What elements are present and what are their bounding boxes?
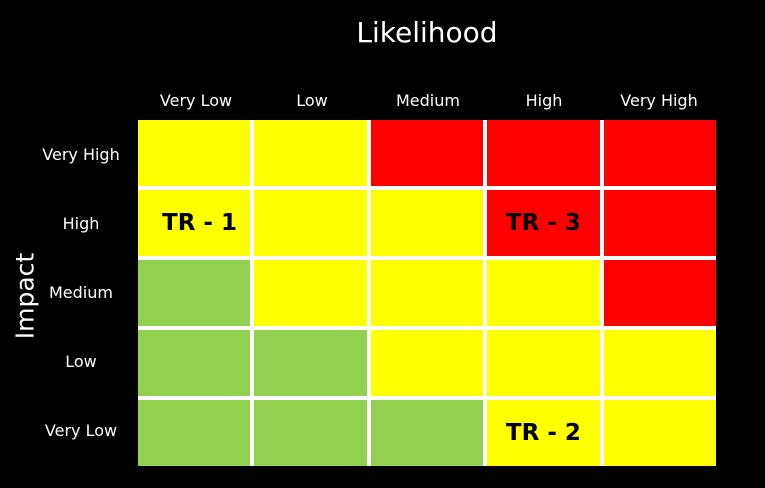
risk-cell (370, 190, 484, 256)
risk-cell (138, 330, 251, 396)
risk-cell (603, 260, 716, 326)
risk-cell (487, 260, 600, 326)
risk-cell (254, 120, 367, 186)
column-header-low: Low (296, 91, 328, 110)
risk-cell (254, 260, 367, 326)
risk-cell (254, 190, 367, 256)
risk-item-label: TR - 1 (162, 210, 237, 236)
risk-cell (138, 120, 251, 186)
column-header-high: High (525, 91, 563, 110)
risk-item-label: TR - 3 (505, 210, 581, 236)
risk-cell (370, 400, 484, 466)
risk-cell (370, 260, 484, 326)
risk-cell (370, 120, 484, 186)
row-header-high: High (62, 214, 100, 233)
risk-cell: TR - 2 (487, 400, 600, 466)
risk-cell (603, 190, 716, 256)
risk-cell (138, 400, 251, 466)
column-header-very-high: Very High (620, 91, 698, 110)
row-header-very-high: Very High (42, 145, 120, 164)
risk-cell (254, 330, 367, 396)
risk-cell: TR - 1 (138, 190, 251, 256)
column-header-very-low: Very Low (159, 91, 233, 110)
likelihood-axis-title: Likelihood (356, 16, 498, 49)
risk-cell (254, 400, 367, 466)
risk-cell (370, 330, 484, 396)
impact-row-headers: Very High High Medium Low Very Low (24, 120, 138, 466)
risk-item-label: TR - 2 (505, 420, 581, 446)
risk-matrix-grid: TR - 1 TR - 3 TR - 2 (138, 120, 716, 466)
risk-cell (138, 260, 251, 326)
likelihood-column-headers: Very Low Low Medium High Very High (138, 88, 716, 114)
risk-cell (603, 330, 716, 396)
risk-cell (487, 120, 600, 186)
row-header-very-low: Very Low (44, 421, 118, 440)
row-header-medium: Medium (49, 283, 113, 302)
column-header-medium: Medium (396, 91, 460, 110)
risk-cell (603, 400, 716, 466)
risk-cell (487, 330, 600, 396)
risk-cell: TR - 3 (487, 190, 600, 256)
row-header-low: Low (65, 352, 97, 371)
risk-cell (603, 120, 716, 186)
